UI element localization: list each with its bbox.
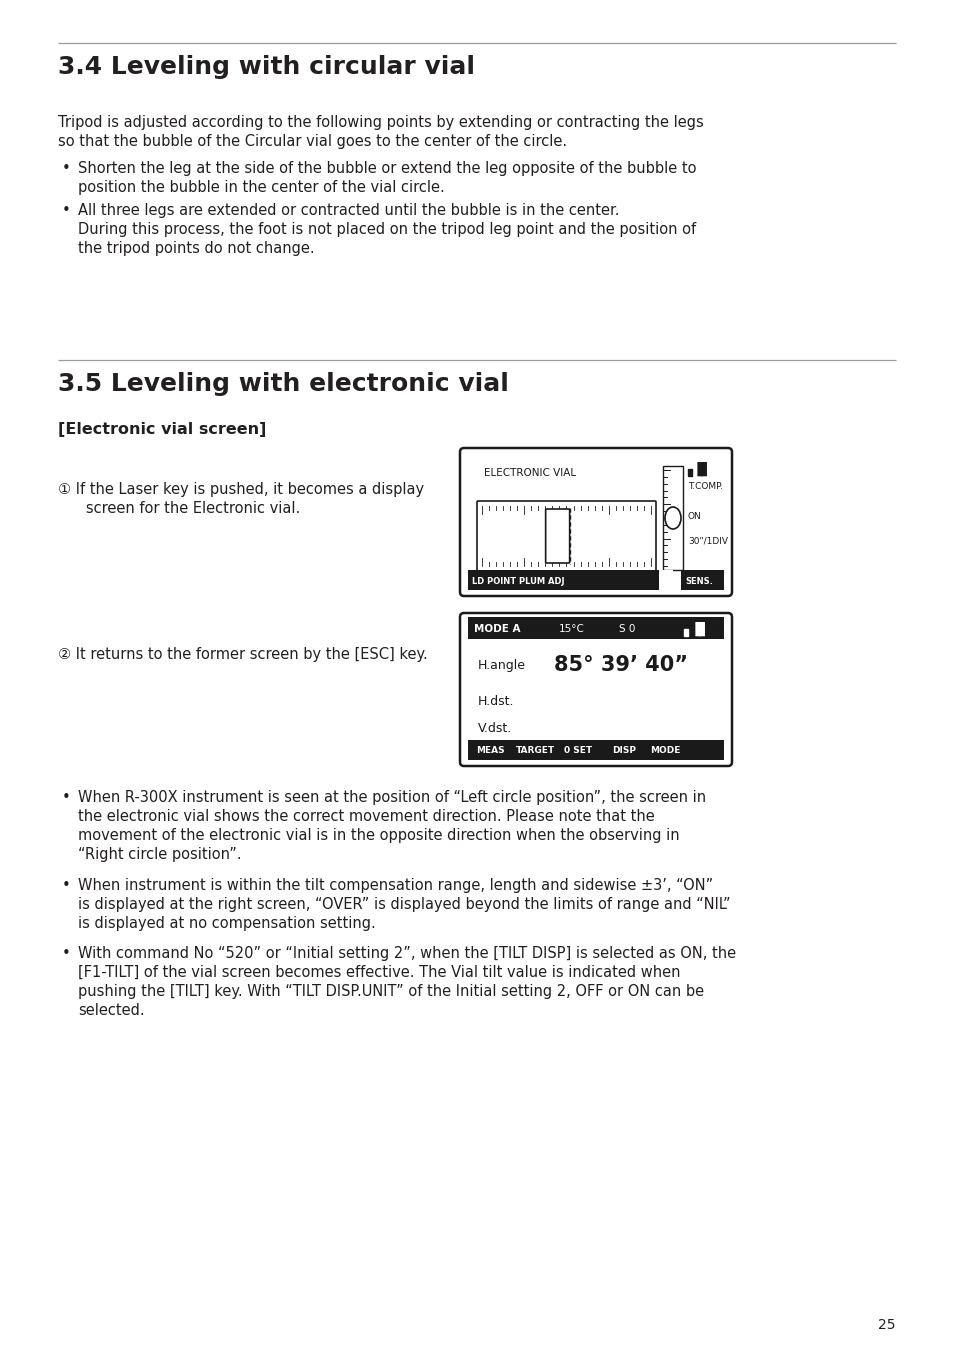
Text: When R-300X instrument is seen at the position of “Left circle position”, the sc: When R-300X instrument is seen at the po…: [78, 789, 705, 806]
Text: ▐▌: ▐▌: [689, 621, 711, 636]
Text: position the bubble in the center of the vial circle.: position the bubble in the center of the…: [78, 180, 444, 195]
Text: 3.4 Leveling with circular vial: 3.4 Leveling with circular vial: [58, 56, 475, 79]
Bar: [662, 466, 682, 570]
Bar: [683, 630, 687, 636]
Text: All three legs are extended or contracted until the bubble is in the center.: All three legs are extended or contracte…: [78, 203, 618, 218]
FancyBboxPatch shape: [459, 613, 731, 766]
Text: 0 SET: 0 SET: [563, 746, 592, 756]
FancyBboxPatch shape: [459, 448, 731, 596]
Text: 3.5 Leveling with electronic vial: 3.5 Leveling with electronic vial: [58, 372, 508, 395]
Text: ON: ON: [687, 512, 701, 521]
Bar: [468, 617, 723, 639]
Text: ▐▌: ▐▌: [691, 462, 713, 477]
Text: •: •: [62, 789, 71, 806]
Text: screen for the Electronic vial.: screen for the Electronic vial.: [71, 501, 300, 516]
Text: SENS.: SENS.: [684, 577, 712, 586]
Bar: [687, 468, 691, 477]
Text: ② It returns to the former screen by the [ESC] key.: ② It returns to the former screen by the…: [58, 647, 427, 662]
Text: 25: 25: [878, 1317, 895, 1332]
Text: [Electronic vial screen]: [Electronic vial screen]: [58, 422, 266, 437]
Text: MEAS: MEAS: [476, 746, 504, 756]
Text: “Right circle position”.: “Right circle position”.: [78, 848, 241, 862]
Text: the electronic vial shows the correct movement direction. Please note that the: the electronic vial shows the correct mo…: [78, 808, 654, 825]
FancyBboxPatch shape: [545, 509, 569, 563]
Text: DISP: DISP: [612, 746, 636, 756]
Text: 15°C: 15°C: [558, 624, 584, 634]
Text: •: •: [62, 877, 71, 894]
Ellipse shape: [664, 506, 680, 529]
Text: ELECTRONIC VIAL: ELECTRONIC VIAL: [483, 468, 576, 478]
Text: •: •: [62, 203, 71, 218]
Bar: [659, 570, 672, 590]
Text: With command No “520” or “Initial setting 2”, when the [TILT DISP] is selected a: With command No “520” or “Initial settin…: [78, 946, 736, 961]
Text: T.COMP.: T.COMP.: [687, 482, 722, 492]
Text: Shorten the leg at the side of the bubble or extend the leg opposite of the bubb: Shorten the leg at the side of the bubbl…: [78, 161, 696, 176]
Text: so that the bubble of the Circular vial goes to the center of the circle.: so that the bubble of the Circular vial …: [58, 134, 566, 149]
Text: ① If the Laser key is pushed, it becomes a display: ① If the Laser key is pushed, it becomes…: [58, 482, 424, 497]
Text: When instrument is within the tilt compensation range, length and sidewise ±3’, : When instrument is within the tilt compe…: [78, 877, 713, 894]
Text: MODE: MODE: [649, 746, 679, 756]
Text: 85° 39’ 40”: 85° 39’ 40”: [554, 655, 687, 676]
Text: LD POINT PLUM ADJ: LD POINT PLUM ADJ: [472, 577, 564, 586]
Text: Tripod is adjusted according to the following points by extending or contracting: Tripod is adjusted according to the foll…: [58, 115, 703, 130]
Text: •: •: [62, 946, 71, 961]
Text: H.dst.: H.dst.: [477, 695, 514, 708]
Text: is displayed at no compensation setting.: is displayed at no compensation setting.: [78, 917, 375, 932]
Bar: [468, 741, 723, 760]
Text: is displayed at the right screen, “OVER” is displayed beyond the limits of range: is displayed at the right screen, “OVER”…: [78, 896, 730, 913]
Text: H.angle: H.angle: [477, 659, 525, 672]
Bar: [468, 570, 659, 590]
Text: •: •: [62, 161, 71, 176]
FancyBboxPatch shape: [476, 501, 656, 571]
Text: [F1-TILT] of the vial screen becomes effective. The Vial tilt value is indicated: [F1-TILT] of the vial screen becomes eff…: [78, 965, 679, 980]
Text: selected.: selected.: [78, 1003, 145, 1018]
Text: MODE A: MODE A: [474, 624, 520, 634]
Text: the tripod points do not change.: the tripod points do not change.: [78, 241, 314, 256]
Text: TARGET: TARGET: [516, 746, 555, 756]
Text: movement of the electronic vial is in the opposite direction when the observing : movement of the electronic vial is in th…: [78, 829, 679, 844]
Text: During this process, the foot is not placed on the tripod leg point and the posi: During this process, the foot is not pla…: [78, 222, 696, 237]
Text: 30"/1DIV: 30"/1DIV: [687, 538, 727, 546]
Text: V.dst.: V.dst.: [477, 722, 512, 735]
Text: pushing the [TILT] key. With “TILT DISP.UNIT” of the Initial setting 2, OFF or O: pushing the [TILT] key. With “TILT DISP.…: [78, 984, 703, 999]
Bar: [680, 570, 723, 590]
Text: S 0: S 0: [618, 624, 635, 634]
